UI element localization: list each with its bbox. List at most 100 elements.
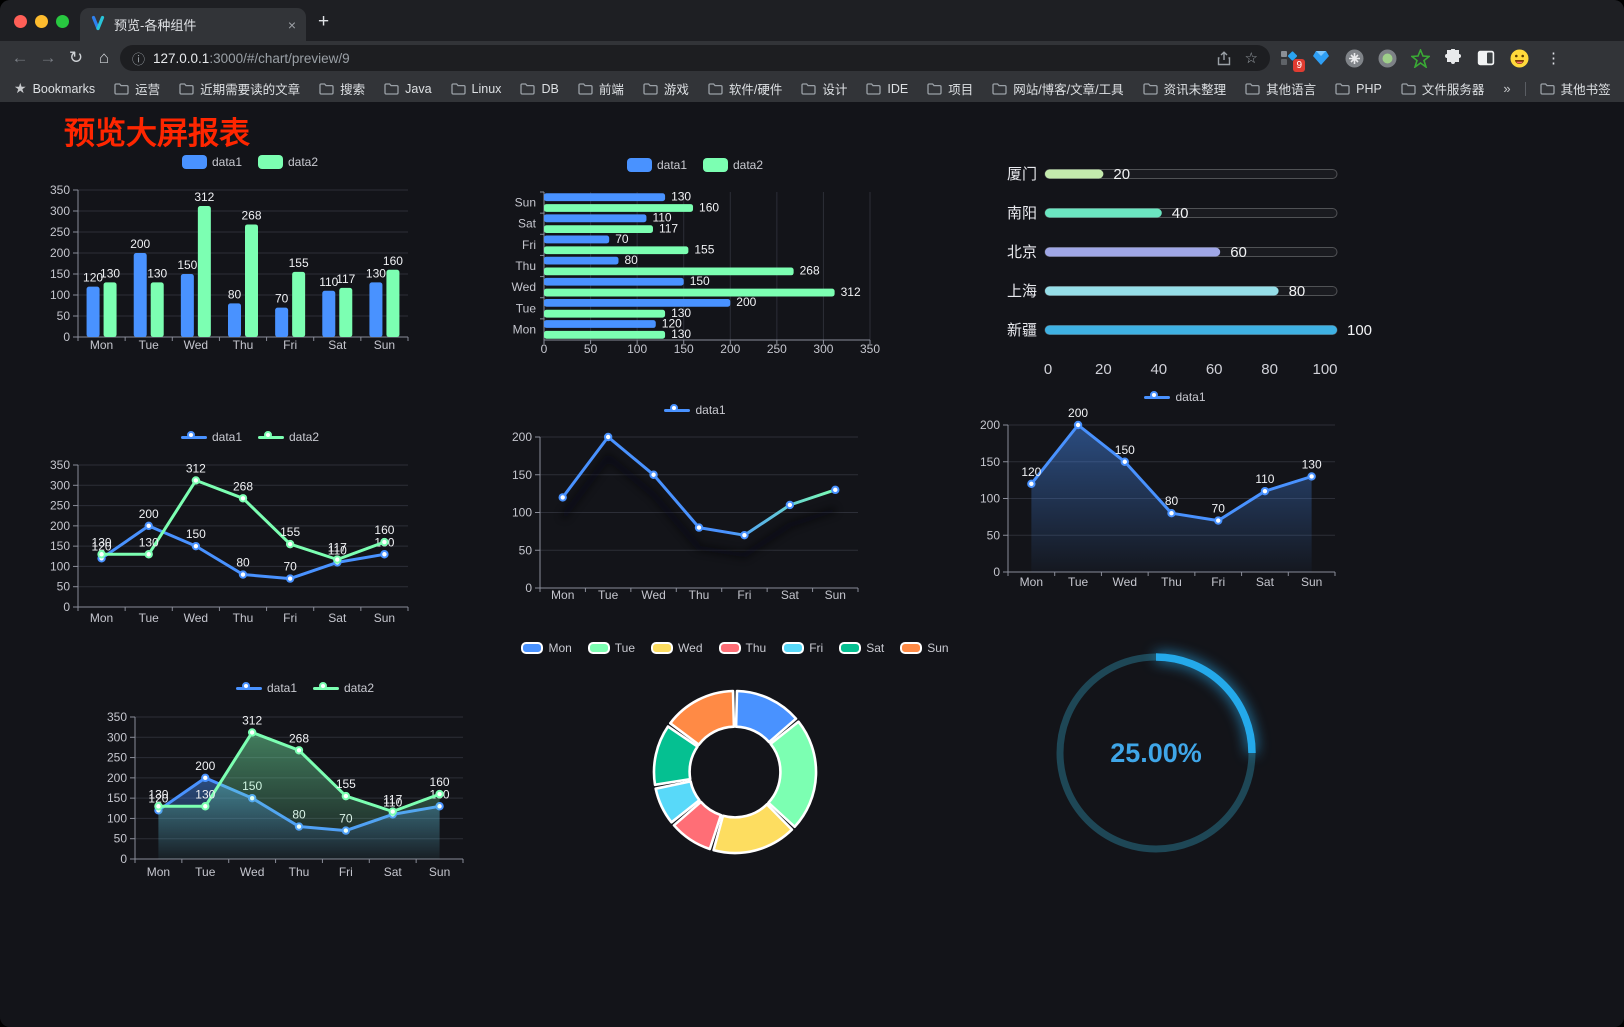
bookmark-folder[interactable]: 资讯未整理 xyxy=(1142,79,1226,98)
legend-item[interactable]: data1 xyxy=(664,403,726,417)
bookmark-folder[interactable]: 其他语言 xyxy=(1245,79,1316,98)
close-window-button[interactable] xyxy=(14,15,27,28)
bookmark-folder[interactable]: 搜索 xyxy=(319,79,365,98)
home-icon[interactable]: ⌂ xyxy=(98,48,110,67)
url-bar[interactable]: ⓘ 127.0.0.1 :3000/#/chart/preview/9 ☆ xyxy=(120,45,1270,71)
page-content: 预览大屏报表 data1 data2 0 50 100 150 200 250 300 350 Mo… xyxy=(0,102,1624,1027)
extension-pattern-circle-icon[interactable] xyxy=(1344,48,1364,68)
legend-label: data1 xyxy=(656,158,687,172)
legend-marker xyxy=(839,642,862,654)
bookmark-star-icon[interactable]: ☆ xyxy=(1244,50,1258,67)
svg-text:117: 117 xyxy=(659,221,678,235)
folder-icon xyxy=(520,82,536,95)
legend-item[interactable]: Tue xyxy=(587,641,635,655)
extension-puzzle-icon[interactable] xyxy=(1443,48,1463,68)
extension-dot-circle-icon[interactable] xyxy=(1377,48,1397,68)
bookmark-folder[interactable]: 前端 xyxy=(578,79,624,98)
svg-text:117: 117 xyxy=(336,272,355,286)
new-tab-button[interactable]: + xyxy=(318,11,330,32)
legend-label: Sat xyxy=(866,641,885,655)
legend-item[interactable]: data2 xyxy=(258,155,318,169)
minimize-window-button[interactable] xyxy=(35,15,48,28)
svg-text:北京: 北京 xyxy=(1007,244,1037,261)
svg-text:130: 130 xyxy=(366,266,386,280)
legend-item[interactable]: Sat xyxy=(839,641,884,655)
legend-item[interactable]: data1 xyxy=(235,681,297,695)
folder-icon xyxy=(384,82,399,95)
extension-badge: 9 xyxy=(1293,59,1305,72)
bookmarks-overflow-chevron[interactable]: » xyxy=(1503,81,1511,96)
bookmark-folder[interactable]: 项目 xyxy=(927,79,973,98)
tab-strip: 预览-各种组件 × + xyxy=(0,0,1624,41)
bookmark-folder[interactable]: 网站/博客/文章/工具 xyxy=(992,79,1124,98)
svg-text:40: 40 xyxy=(1172,205,1189,222)
chart-gauge: 25.00% xyxy=(1036,633,1276,873)
tab-title: 预览-各种组件 xyxy=(114,18,197,33)
forward-icon[interactable]: → xyxy=(39,48,57,67)
svg-text:80: 80 xyxy=(1165,494,1179,508)
browser-tab[interactable]: 预览-各种组件 × xyxy=(80,8,306,41)
other-bookmarks-folder[interactable]: 其他书签 xyxy=(1539,79,1611,98)
svg-text:120: 120 xyxy=(92,539,112,553)
url-host: 127.0.0.1 xyxy=(153,50,210,66)
chart-canvas: 0 50 100 150 200 250 300 350 Mon Tue Wed Thu Fri Sat S… xyxy=(107,710,464,879)
folder-icon xyxy=(708,82,723,95)
site-info-icon[interactable]: ⓘ xyxy=(132,51,146,67)
bookmark-folder[interactable]: 游戏 xyxy=(643,79,689,98)
svg-text:150: 150 xyxy=(50,267,70,281)
extension-green-star-icon[interactable] xyxy=(1410,48,1430,68)
legend-item[interactable]: data1 xyxy=(626,158,687,172)
legend-item[interactable]: data2 xyxy=(258,430,319,444)
bookmark-folder[interactable]: 设计 xyxy=(801,79,847,98)
svg-text:130: 130 xyxy=(100,266,120,280)
svg-text:200: 200 xyxy=(139,507,159,521)
bookmark-folder[interactable]: DB xyxy=(520,82,559,96)
legend-item[interactable]: Sun xyxy=(900,641,949,655)
browser-menu-icon[interactable]: ⋮ xyxy=(1546,50,1561,67)
svg-text:110: 110 xyxy=(383,795,402,809)
legend-item[interactable]: data2 xyxy=(703,158,763,172)
bookmark-folder-label: PHP xyxy=(1356,81,1382,96)
bookmark-folder[interactable]: 文件服务器 xyxy=(1401,79,1484,98)
bookmark-folder[interactable]: 近期需要读的文章 xyxy=(179,79,300,98)
tab-close-icon[interactable]: × xyxy=(287,16,296,33)
bookmarks-star-item[interactable]: ★ Bookmarks xyxy=(14,80,95,97)
bookmark-folder[interactable]: PHP xyxy=(1335,82,1382,96)
svg-text:厦门: 厦门 xyxy=(1007,166,1037,183)
bookmark-folder[interactable]: IDE xyxy=(866,82,908,96)
back-icon[interactable]: ← xyxy=(11,48,29,67)
legend-item[interactable]: Fri xyxy=(782,641,823,655)
maximize-window-button[interactable] xyxy=(56,15,69,28)
bookmark-folder[interactable]: 运营 xyxy=(114,79,160,98)
legend-label: data1 xyxy=(211,430,242,444)
emoji-extension-icon[interactable] xyxy=(1509,48,1529,68)
svg-text:50: 50 xyxy=(114,832,128,846)
legend-item[interactable]: data1 xyxy=(1144,390,1206,404)
bookmark-folder-label: 搜索 xyxy=(340,83,366,97)
reload-icon[interactable]: ↻ xyxy=(68,48,84,67)
svg-text:155: 155 xyxy=(694,243,714,257)
legend-item[interactable]: Mon xyxy=(521,641,572,655)
legend-item[interactable]: data1 xyxy=(180,430,242,444)
bookmark-folder[interactable]: 软件/硬件 xyxy=(708,79,782,98)
legend-item[interactable]: data2 xyxy=(313,681,374,695)
svg-text:Wed: Wed xyxy=(641,588,665,602)
extension-grid-icon[interactable]: 9 xyxy=(1278,48,1305,72)
legend-item[interactable]: Thu xyxy=(718,641,766,655)
legend-item[interactable]: Wed xyxy=(651,641,703,655)
folder-icon xyxy=(1245,82,1260,95)
share-icon[interactable] xyxy=(1217,50,1231,66)
extension-gem-icon[interactable] xyxy=(1311,48,1331,68)
svg-text:Fri: Fri xyxy=(1211,575,1225,589)
side-panel-icon[interactable] xyxy=(1476,48,1496,68)
svg-text:100: 100 xyxy=(980,492,1000,506)
legend-marker xyxy=(235,681,262,695)
legend-item[interactable]: data1 xyxy=(181,155,242,169)
svg-text:150: 150 xyxy=(690,274,710,288)
svg-text:268: 268 xyxy=(233,479,253,493)
bookmark-folder[interactable]: Java xyxy=(384,82,432,96)
bookmark-folder[interactable]: Linux xyxy=(450,82,501,96)
chart-legend: data1 data2 xyxy=(95,681,515,695)
svg-text:268: 268 xyxy=(800,264,820,278)
svg-text:Thu: Thu xyxy=(289,865,310,879)
